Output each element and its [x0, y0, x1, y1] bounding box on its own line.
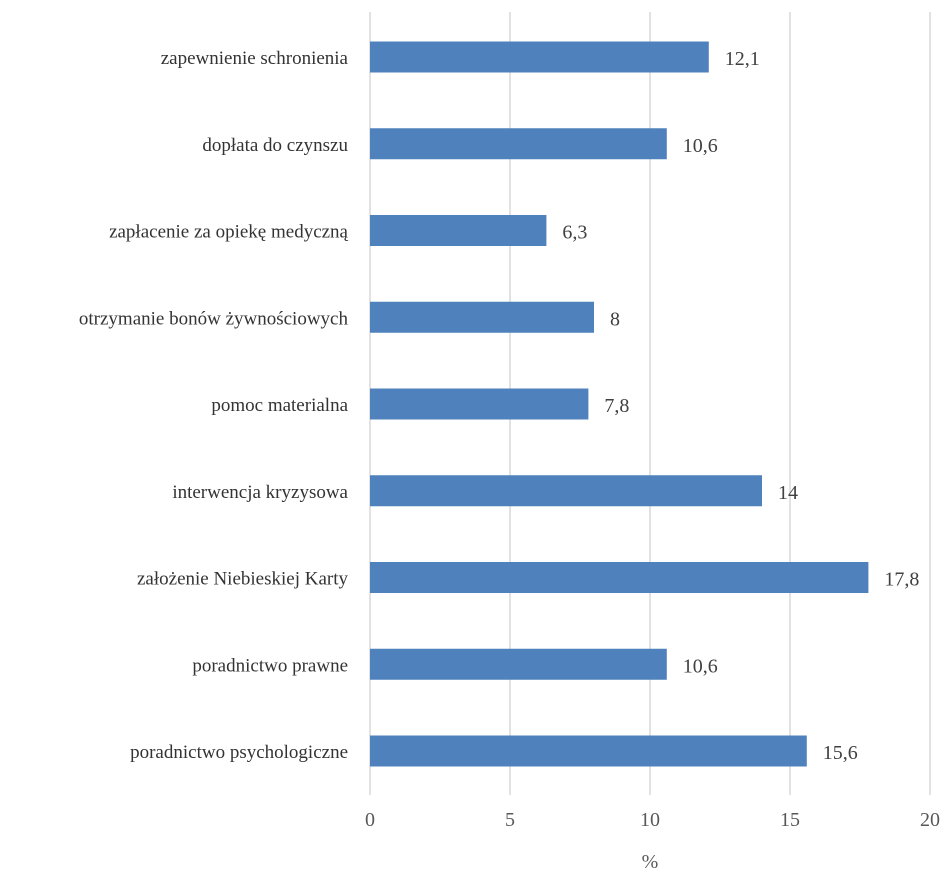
category-label: założenie Niebieskiej Karty [137, 569, 349, 590]
category-label: poradnictwo psychologiczne [130, 742, 348, 763]
data-label: 15,6 [823, 742, 858, 764]
category-label: zapłacenie za opiekę medyczną [109, 222, 348, 243]
bar [370, 475, 762, 507]
data-label: 6,3 [562, 222, 587, 244]
x-tick-label: 20 [920, 809, 940, 831]
data-label: 12,1 [725, 48, 760, 70]
bar [370, 388, 589, 420]
data-label: 14 [778, 482, 798, 504]
data-label: 17,8 [884, 569, 919, 591]
bar [370, 562, 869, 593]
labels: 0 5 10 15 20 zapewnienie schronienia 12,1 dopła… [79, 48, 940, 831]
category-label: otrzymanie bonów żywnościowych [79, 308, 349, 329]
x-tick-label: 0 [365, 809, 375, 831]
bar [370, 301, 594, 333]
category-label: zapewnienie schronienia [161, 48, 349, 69]
category-label: poradnictwo prawne [192, 655, 348, 676]
x-axis-label: % [642, 851, 659, 873]
x-tick-label: 15 [780, 809, 800, 831]
data-label: 10,6 [683, 655, 718, 677]
data-label: 10,6 [683, 135, 718, 157]
category-label: dopłata do czynszu [202, 135, 348, 156]
bars [370, 41, 869, 767]
category-label: interwencja kryzysowa [172, 482, 348, 503]
bar [370, 215, 547, 246]
category-label: pomoc materialna [211, 395, 348, 416]
data-label: 8 [610, 308, 620, 330]
bar [370, 735, 807, 767]
bar [370, 128, 667, 160]
bar [370, 41, 709, 73]
bar [370, 648, 667, 680]
x-tick-label: 5 [505, 809, 515, 831]
data-label: 7,8 [604, 395, 629, 417]
x-tick-label: 10 [640, 809, 660, 831]
